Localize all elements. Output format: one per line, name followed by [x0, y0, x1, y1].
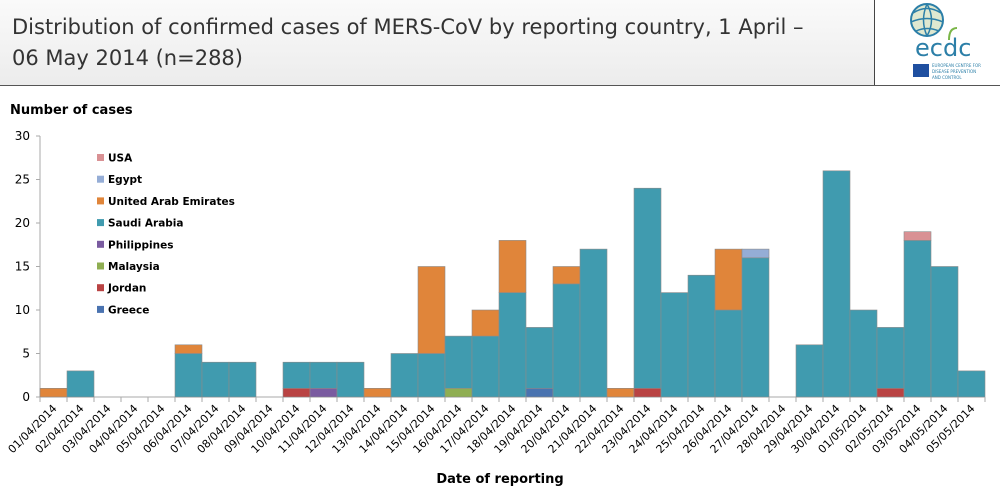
header: Distribution of confirmed cases of MERS-…	[0, 0, 1000, 86]
legend-swatch-greece	[97, 305, 104, 313]
bar-malaysia	[444, 387, 473, 398]
bar-jordan	[282, 387, 311, 398]
bar-saudi-arabia	[417, 353, 446, 398]
bar-saudi-arabia	[525, 327, 554, 389]
legend-label: Egypt	[108, 174, 142, 186]
x-axis-label: Date of reporting	[436, 472, 564, 487]
legend-swatch-saudi-arabia	[97, 219, 104, 227]
bar-saudi-arabia	[957, 370, 986, 398]
bar-saudi-arabia	[390, 353, 419, 398]
y-tick-label: 0	[22, 390, 30, 404]
bar-united-arab-emirates	[363, 387, 392, 398]
y-tick-label: 5	[22, 347, 30, 361]
chart-title: Distribution of confirmed cases of MERS-…	[12, 15, 804, 70]
bar-united-arab-emirates	[606, 387, 635, 398]
legend-label: Jordan	[107, 283, 146, 295]
legend-label: USA	[108, 153, 133, 165]
bar-saudi-arabia	[633, 187, 662, 389]
legend-swatch-usa	[97, 154, 104, 161]
legend-label: Philippines	[108, 239, 173, 251]
bar-saudi-arabia	[903, 240, 932, 398]
legend-label: Malaysia	[108, 261, 160, 273]
bar-saudi-arabia	[552, 283, 581, 398]
bar-saudi-arabia	[498, 292, 527, 398]
y-tick-label: 15	[15, 260, 30, 274]
bar-saudi-arabia	[579, 248, 608, 398]
bar-united-arab-emirates	[552, 266, 581, 285]
svg-text:ecdc: ecdc	[915, 34, 971, 62]
bar-saudi-arabia	[201, 361, 230, 398]
bar-saudi-arabia	[822, 170, 851, 398]
bar-saudi-arabia	[714, 309, 743, 398]
bar-saudi-arabia	[444, 335, 473, 389]
legend-swatch-philippines	[97, 240, 104, 248]
bar-saudi-arabia	[795, 344, 824, 398]
legend-swatch-united-arab-emirates	[97, 197, 104, 205]
svg-text:DISEASE PREVENTION: DISEASE PREVENTION	[932, 69, 976, 74]
bar-jordan	[876, 387, 905, 398]
y-tick-label: 10	[15, 303, 30, 317]
stacked-bar-chart: 05101520253001/04/201402/04/201403/04/20…	[6, 129, 986, 456]
bar-saudi-arabia	[660, 292, 689, 398]
ecdc-logo-graphic: ecdc EUROPEAN CENTRE FOR DISEASE PREVENT…	[910, 3, 981, 80]
bar-usa	[903, 231, 932, 241]
svg-text:EUROPEAN CENTRE FOR: EUROPEAN CENTRE FOR	[932, 63, 981, 68]
bar-egypt	[741, 248, 770, 259]
legend-label: Saudi Arabia	[108, 218, 183, 230]
bar-saudi-arabia	[66, 370, 95, 398]
bar-united-arab-emirates	[471, 309, 500, 337]
bar-united-arab-emirates	[498, 240, 527, 293]
bar-greece	[525, 387, 554, 398]
bar-united-arab-emirates	[417, 266, 446, 354]
legend-swatch-jordan	[97, 284, 104, 292]
ecdc-logo: ecdc EUROPEAN CENTRE FOR DISEASE PREVENT…	[874, 0, 1000, 85]
legend-label: Greece	[108, 304, 149, 316]
bar-saudi-arabia	[876, 327, 905, 389]
bar-united-arab-emirates	[174, 344, 203, 354]
bar-saudi-arabia	[282, 361, 311, 389]
legend-swatch-egypt	[97, 175, 104, 183]
bar-saudi-arabia	[849, 309, 878, 398]
y-tick-label: 20	[15, 216, 30, 230]
bar-saudi-arabia	[336, 361, 365, 398]
bar-united-arab-emirates	[39, 387, 68, 398]
bar-saudi-arabia	[174, 353, 203, 398]
bar-united-arab-emirates	[714, 248, 743, 311]
legend-label: United Arab Emirates	[108, 196, 235, 208]
bar-saudi-arabia	[228, 361, 257, 398]
svg-text:AND CONTROL: AND CONTROL	[932, 75, 962, 80]
bar-saudi-arabia	[471, 335, 500, 398]
bar-saudi-arabia	[930, 266, 959, 398]
y-tick-label: 30	[15, 129, 30, 143]
bar-saudi-arabia	[687, 274, 716, 398]
legend-swatch-malaysia	[97, 262, 104, 270]
bar-saudi-arabia	[741, 257, 770, 398]
y-tick-label: 25	[15, 173, 30, 187]
bar-saudi-arabia	[309, 361, 338, 389]
bar-jordan	[633, 387, 662, 398]
bar-philippines	[309, 387, 338, 398]
y-axis-label: Number of cases	[10, 103, 133, 118]
